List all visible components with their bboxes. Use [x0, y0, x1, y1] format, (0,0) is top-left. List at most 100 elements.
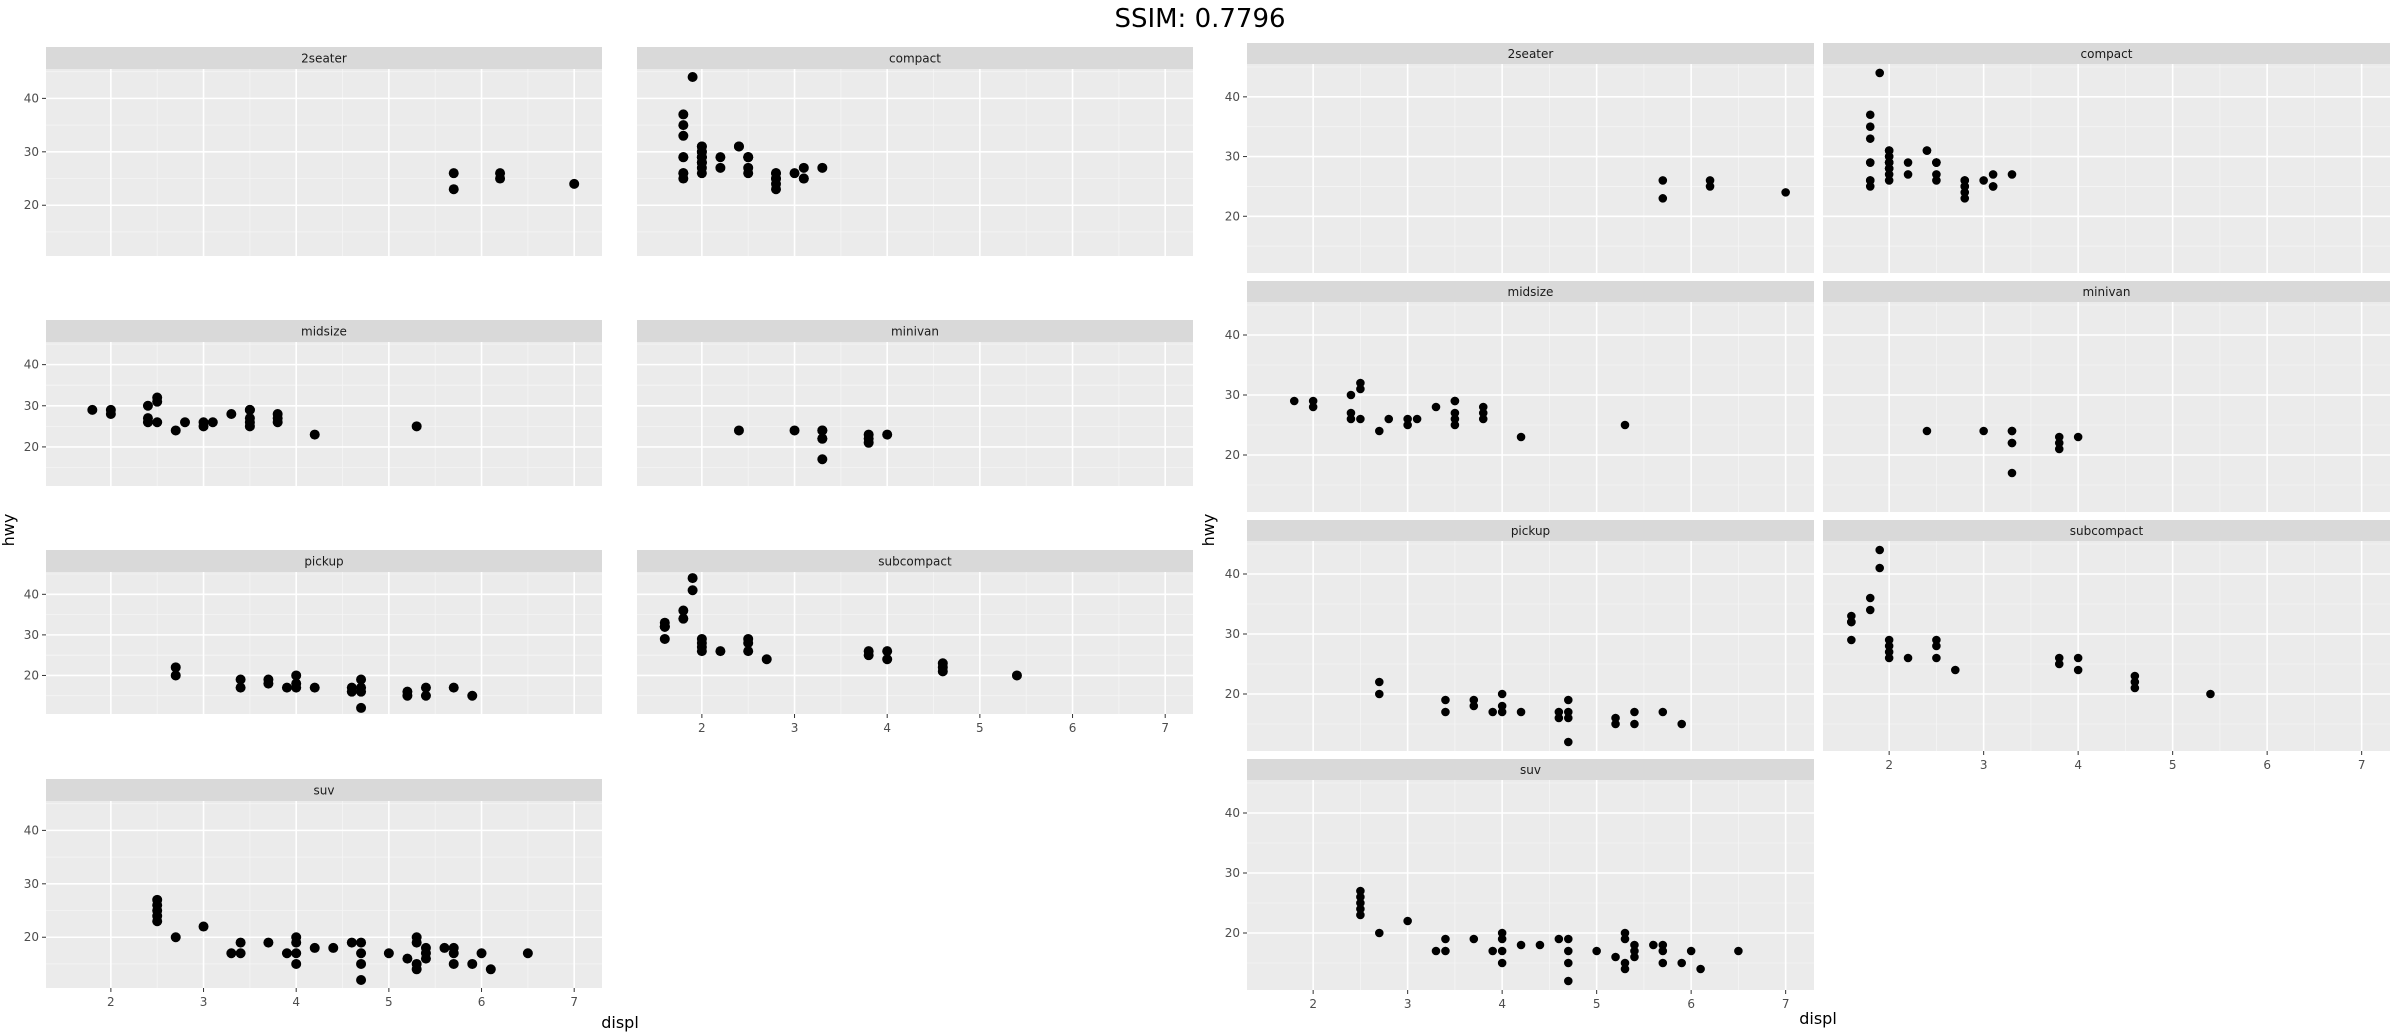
data-point	[1951, 665, 1960, 675]
data-point	[1677, 958, 1686, 968]
data-point	[170, 425, 181, 436]
data-point	[715, 646, 726, 657]
data-point	[152, 396, 163, 407]
y-tick-label: 40	[1225, 90, 1240, 104]
facet-strip	[637, 550, 1193, 572]
facet-strip-label: suv	[314, 784, 335, 798]
data-point	[1903, 158, 1913, 167]
data-point	[1478, 402, 1488, 412]
facet-strip	[46, 320, 602, 342]
y-tick-label: 40	[1225, 567, 1240, 581]
data-point	[687, 585, 698, 596]
data-point	[2054, 653, 2064, 663]
panel-background	[637, 572, 1193, 714]
data-point	[309, 942, 320, 953]
data-point	[1658, 940, 1668, 950]
data-point	[1620, 934, 1630, 944]
data-point	[328, 942, 339, 953]
facet-strip	[1247, 281, 1814, 302]
data-point	[2054, 438, 2064, 448]
data-point	[1630, 707, 1639, 717]
data-point	[2054, 432, 2064, 442]
data-point	[1884, 158, 1894, 167]
data-point	[1450, 414, 1460, 424]
data-point	[170, 662, 181, 673]
x-tick-label: 3	[791, 721, 799, 735]
y-tick-label: 20	[24, 930, 39, 944]
y-tick-label: 20	[24, 198, 39, 212]
data-point	[1611, 952, 1620, 962]
data-point	[1847, 635, 1856, 645]
data-point	[743, 633, 754, 644]
data-point	[687, 573, 698, 584]
y-tick-label: 20	[1225, 448, 1240, 462]
x-tick-label: 4	[883, 721, 891, 735]
data-point	[1960, 188, 1970, 197]
data-point	[1554, 707, 1564, 717]
y-axis-label: hwy	[1199, 514, 1218, 547]
x-tick-label: 7	[570, 995, 578, 1009]
panel-background	[637, 69, 1193, 256]
data-point	[743, 152, 754, 163]
data-point	[1932, 653, 1941, 663]
x-tick-label: 2	[698, 721, 706, 735]
data-point	[356, 702, 367, 713]
facet-strip-label: subcompact	[2070, 524, 2144, 538]
panel-background	[637, 342, 1193, 486]
data-point	[1611, 719, 1620, 729]
data-point	[1884, 152, 1894, 161]
data-point	[1884, 176, 1894, 185]
data-point	[420, 682, 431, 693]
data-point	[817, 433, 828, 444]
data-point	[402, 690, 413, 701]
data-point	[1592, 946, 1601, 956]
data-point	[771, 178, 781, 189]
data-point	[798, 162, 809, 173]
data-point	[420, 953, 431, 964]
data-point	[817, 162, 828, 173]
data-point	[170, 932, 181, 943]
data-point	[1630, 946, 1639, 956]
facet-strip	[637, 47, 1193, 69]
data-point	[235, 682, 246, 693]
data-point	[678, 613, 689, 624]
y-tick-label: 40	[24, 823, 39, 837]
data-point	[1932, 176, 1941, 185]
data-point	[1932, 641, 1941, 651]
data-point	[1932, 158, 1941, 167]
facet-strip	[1247, 43, 1814, 64]
data-point	[1346, 408, 1356, 418]
data-point	[1658, 194, 1668, 203]
data-point	[789, 168, 800, 179]
x-tick-label: 2	[1885, 758, 1893, 772]
y-tick-label: 40	[24, 91, 39, 105]
facet-strip	[637, 320, 1193, 342]
data-point	[1564, 707, 1573, 717]
data-point	[1564, 695, 1573, 705]
x-tick-label: 5	[2169, 758, 2177, 772]
x-tick-label: 7	[1161, 721, 1169, 735]
data-point	[1011, 670, 1022, 681]
y-tick-label: 30	[1225, 627, 1240, 641]
data-point	[420, 690, 431, 701]
data-point	[715, 152, 726, 163]
x-tick-label: 4	[292, 995, 300, 1009]
data-point	[1979, 176, 1988, 185]
data-point	[420, 942, 431, 953]
data-point	[1564, 946, 1573, 956]
data-point	[761, 654, 772, 665]
data-point	[882, 429, 893, 440]
data-point	[1346, 390, 1356, 400]
data-point	[863, 646, 874, 657]
data-point	[448, 168, 459, 179]
data-point	[1356, 414, 1365, 424]
data-point	[1932, 170, 1941, 179]
data-point	[1497, 934, 1507, 944]
data-point	[291, 670, 302, 681]
data-point	[1620, 964, 1630, 974]
facet-strip	[46, 779, 602, 801]
x-tick-label: 3	[1980, 758, 1988, 772]
panel-background	[1823, 541, 2390, 751]
data-point	[1497, 707, 1507, 717]
